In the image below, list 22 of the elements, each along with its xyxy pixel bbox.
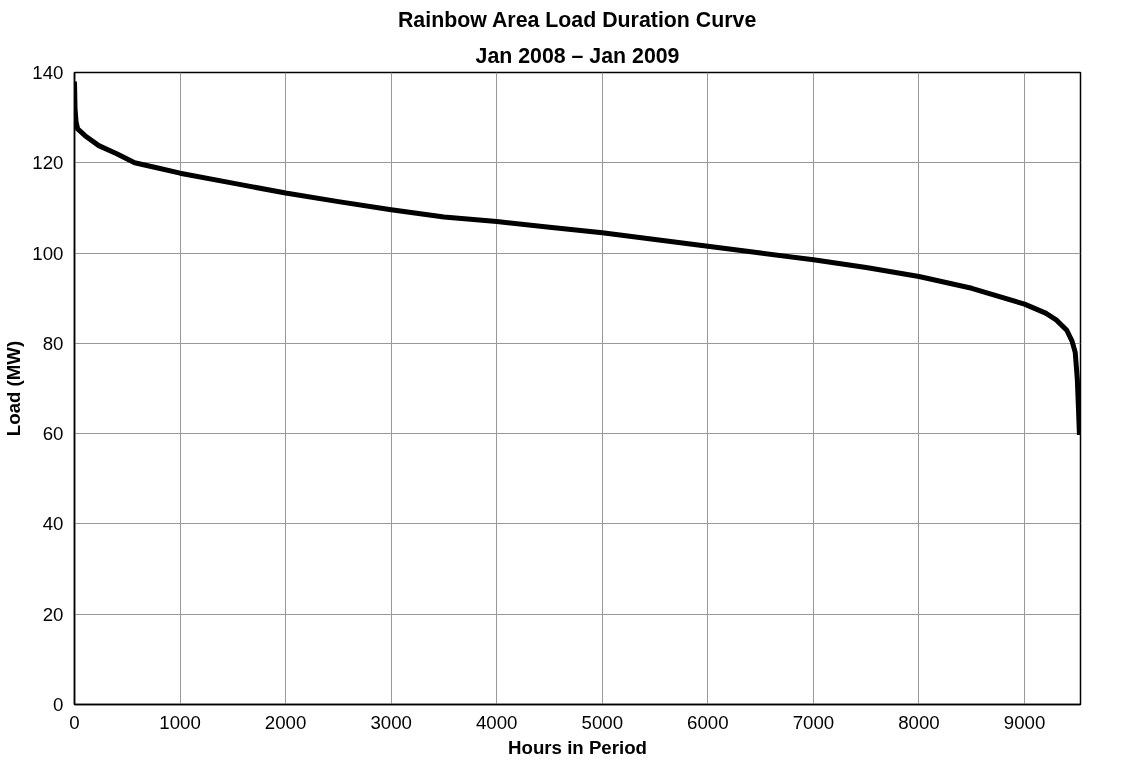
y-tick-label: 0	[53, 694, 64, 715]
x-tick-label: 4000	[475, 711, 518, 733]
x-tick-label: 7000	[792, 711, 835, 733]
x-tick-label: 2000	[264, 711, 307, 733]
x-tick-label: 9000	[1003, 711, 1046, 733]
chart-subtitle: Jan 2008 – Jan 2009	[475, 43, 680, 68]
y-axis-title: Load (MW)	[3, 340, 25, 437]
x-tick-label: 6000	[687, 711, 729, 733]
x-axis-title: Hours in Period	[508, 736, 647, 758]
y-tick-label: 20	[42, 603, 64, 625]
y-tick-label: 80	[42, 332, 64, 354]
x-tick-label: 5000	[581, 711, 624, 733]
x-tick-label: 1000	[159, 711, 201, 733]
x-tick-label: 0	[69, 711, 80, 733]
x-tick-label: 3000	[370, 711, 412, 733]
y-tick-label: 120	[32, 152, 64, 174]
y-tick-label: 40	[42, 513, 64, 535]
y-tick-label: 140	[32, 62, 64, 83]
x-tick-label: 8000	[898, 711, 940, 733]
chart-title: Rainbow Area Load Duration Curve	[397, 7, 757, 32]
y-tick-label: 60	[42, 423, 64, 445]
y-tick-label: 100	[32, 242, 64, 264]
